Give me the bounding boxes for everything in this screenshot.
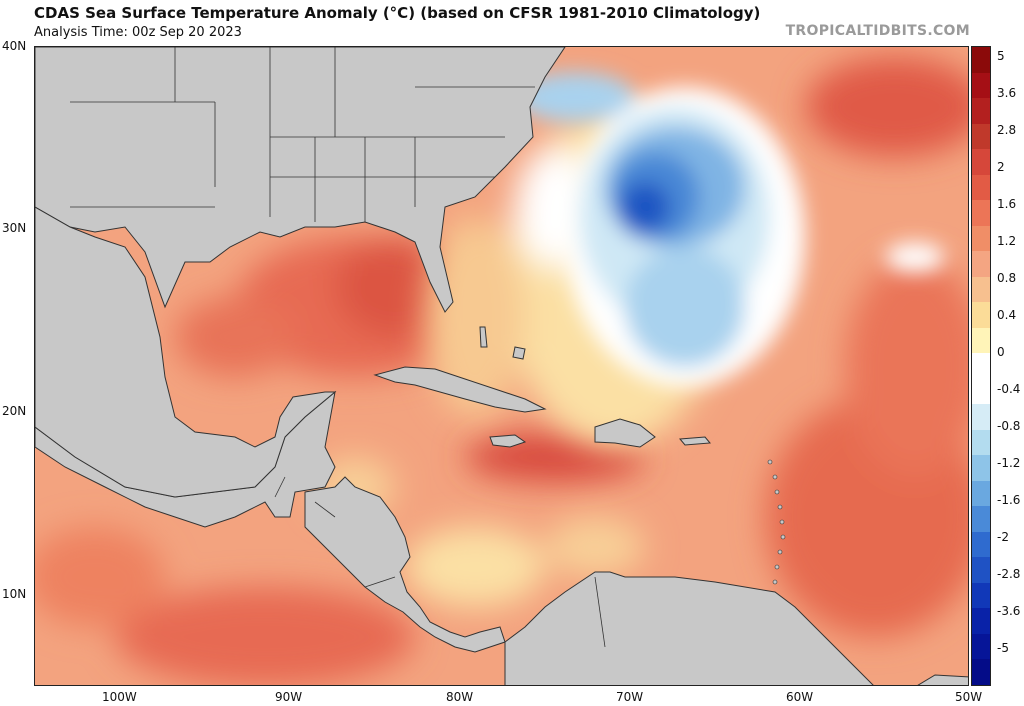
colorbar-label: -2 <box>997 530 1009 544</box>
lon-label-70w: 70W <box>616 690 644 704</box>
jamaica-island <box>489 434 527 448</box>
lon-label-60w: 60W <box>786 690 814 704</box>
color-scale-bar <box>971 46 991 686</box>
colorbar-label: 1.2 <box>997 234 1017 248</box>
colorbar-label: 2 <box>997 160 1005 174</box>
cold-anomaly-layer <box>515 72 945 387</box>
colorbar-segment <box>972 608 990 634</box>
colorbar-segment <box>972 455 990 481</box>
bahamas-island-2 <box>512 346 526 360</box>
colorbar-segment <box>972 251 990 277</box>
colorbar-segment <box>972 200 990 226</box>
colorbar-label: 5 <box>997 49 1005 63</box>
colorbar-segment <box>972 531 990 558</box>
colorbar-segment <box>972 378 990 405</box>
cuba-island <box>373 366 547 413</box>
south-america-east <box>917 674 968 685</box>
lat-label-20n: 20N <box>2 404 27 418</box>
political-borders <box>70 47 606 648</box>
source-credit: TROPICALTIDBITS.COM <box>785 23 970 39</box>
colorbar-label: 0.8 <box>997 271 1017 285</box>
colorbar-segment <box>972 98 990 124</box>
colorbar-segment <box>972 506 990 532</box>
lesser-antilles <box>767 459 786 585</box>
colorbar-segment <box>972 557 990 583</box>
colorbar-segment <box>972 302 990 328</box>
lon-label-50w: 50W <box>955 690 983 704</box>
lon-label-90w: 90W <box>275 690 303 704</box>
colorbar-label: -0.4 <box>997 382 1021 396</box>
chart-title: CDAS Sea Surface Temperature Anomaly (°C… <box>34 4 761 22</box>
land-layer <box>35 47 968 685</box>
sst-anomaly-map <box>34 46 969 686</box>
lat-label-10n: 10N <box>2 587 27 601</box>
colorbar-label: 0.4 <box>997 308 1017 322</box>
colorbar-segment <box>972 47 990 73</box>
map-canvas <box>35 47 968 685</box>
colorbar-segment <box>972 480 990 507</box>
colorbar-label: -5 <box>997 641 1009 655</box>
hispaniola-island <box>594 418 656 448</box>
colorbar-segment <box>972 72 990 99</box>
colorbar-label: 1.6 <box>997 197 1017 211</box>
lat-label-40n: 40N <box>2 39 27 53</box>
puerto-rico-island <box>678 436 712 446</box>
colorbar-segment <box>972 429 990 456</box>
colorbar-label: 3.6 <box>997 86 1017 100</box>
colorbar-segment <box>972 353 990 379</box>
colorbar-segment <box>972 327 990 354</box>
warm-anomaly-layer <box>35 57 968 685</box>
central-america-land <box>304 476 506 653</box>
analysis-time: Analysis Time: 00z Sep 20 2023 <box>34 25 242 40</box>
colorbar-label: -1.2 <box>997 456 1021 470</box>
colorbar-label: -3.6 <box>997 604 1021 618</box>
colorbar-segment <box>972 659 990 685</box>
colorbar-label: 0 <box>997 345 1005 359</box>
colorbar-segment <box>972 276 990 303</box>
colorbar-segment <box>972 404 990 430</box>
colorbar-label: -0.8 <box>997 419 1021 433</box>
colorbar-segment <box>972 633 990 660</box>
lon-label-100w: 100W <box>102 690 137 704</box>
colorbar-segment <box>972 225 990 252</box>
lon-label-80w: 80W <box>446 690 474 704</box>
colorbar-label: 2.8 <box>997 123 1017 137</box>
colorbar-segment <box>972 174 990 201</box>
colorbar-segment <box>972 149 990 175</box>
colorbar-label: -2.8 <box>997 567 1021 581</box>
south-america-land <box>504 571 874 685</box>
colorbar-segment <box>972 123 990 150</box>
mexico-mainland <box>35 206 337 498</box>
bahamas-island <box>479 326 488 348</box>
lat-label-30n: 30N <box>2 221 27 235</box>
colorbar-label: -1.6 <box>997 493 1021 507</box>
colorbar-segment <box>972 582 990 609</box>
